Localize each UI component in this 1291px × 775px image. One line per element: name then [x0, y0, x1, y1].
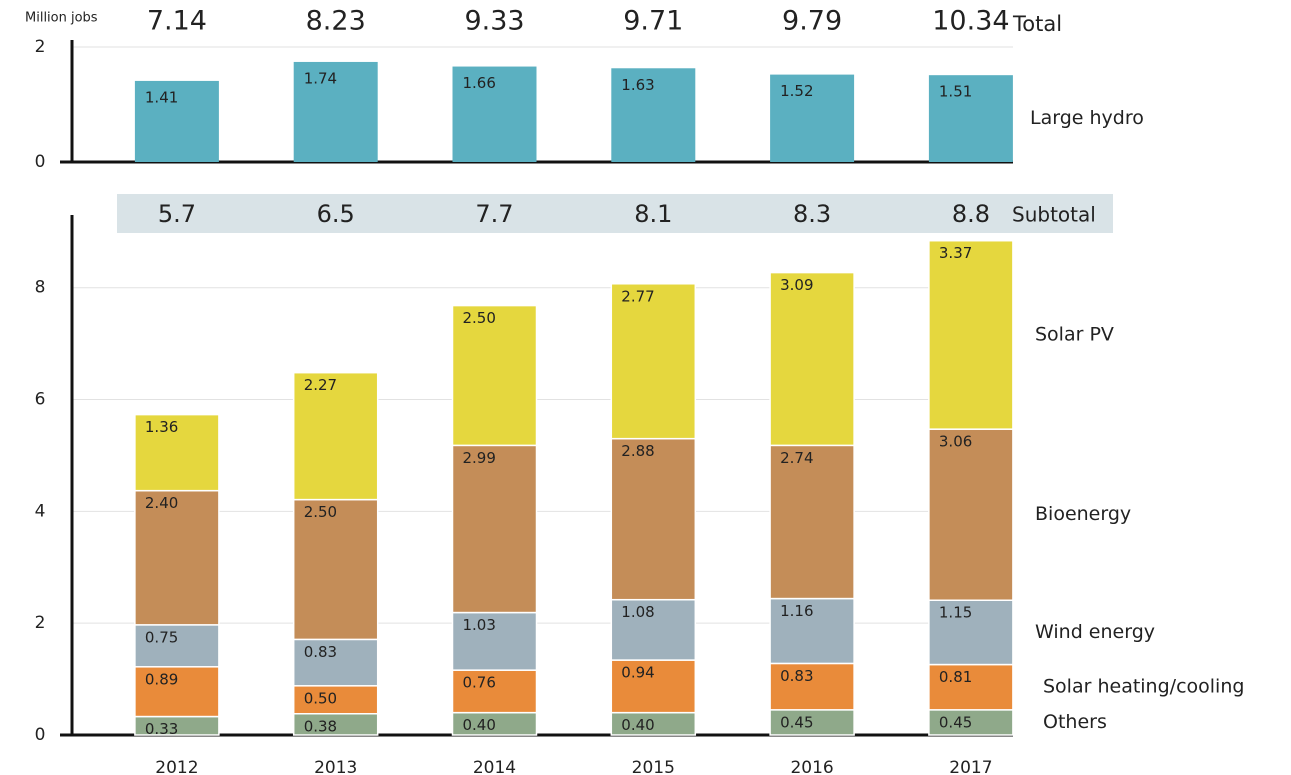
- series-label: Bioenergy: [1035, 503, 1131, 525]
- x-tick-label: 2015: [632, 758, 675, 775]
- value-label: 2.99: [463, 449, 496, 467]
- x-tick-label: 2014: [473, 758, 516, 775]
- value-label: 3.37: [939, 244, 972, 262]
- value-label: 1.66: [463, 74, 496, 92]
- series-label: Large hydro: [1030, 107, 1144, 129]
- value-label: 2.50: [304, 503, 337, 521]
- total-value: 7.14: [147, 6, 207, 37]
- value-label: 1.03: [463, 616, 496, 634]
- y-tick-label: 2: [35, 613, 46, 633]
- y-tick-label: 8: [35, 278, 46, 298]
- value-label: 2.27: [304, 376, 337, 394]
- value-label: 0.83: [780, 667, 813, 685]
- value-label: 1.41: [145, 88, 178, 106]
- value-label: 1.52: [780, 82, 813, 100]
- y-tick-label: 2: [35, 37, 46, 57]
- value-label: 0.76: [463, 674, 496, 692]
- value-label: 2.77: [621, 287, 654, 305]
- value-label: 0.40: [463, 716, 496, 734]
- value-label: 0.45: [780, 713, 813, 731]
- bar-segment: [929, 429, 1013, 600]
- y-tick-label: 0: [35, 152, 46, 172]
- value-label: 0.38: [304, 717, 337, 735]
- value-label: 0.50: [304, 689, 337, 707]
- value-label: 1.63: [621, 76, 654, 94]
- value-label: 0.83: [304, 643, 337, 661]
- value-label: 0.40: [621, 716, 654, 734]
- bar-segment: [611, 284, 695, 439]
- y-tick-label: 4: [35, 501, 46, 521]
- series-label: Others: [1043, 711, 1107, 733]
- value-label: 1.16: [780, 602, 813, 620]
- bar-segment: [770, 273, 854, 446]
- total-value: 9.71: [623, 6, 683, 37]
- series-label: Solar PV: [1035, 323, 1114, 345]
- value-label: 0.94: [621, 664, 654, 682]
- x-tick-label: 2013: [314, 758, 357, 775]
- subtotal-value: 8.3: [793, 200, 831, 228]
- subtotal-label: Subtotal: [1012, 203, 1096, 227]
- value-label: 3.09: [780, 276, 813, 294]
- subtotal-value: 5.7: [158, 200, 196, 228]
- y-tick-label: 6: [35, 390, 46, 410]
- value-label: 3.06: [939, 433, 972, 451]
- value-label: 0.81: [939, 668, 972, 686]
- value-label: 1.15: [939, 604, 972, 622]
- x-tick-label: 2017: [949, 758, 992, 775]
- value-label: 1.74: [304, 69, 337, 87]
- total-value: 9.79: [782, 6, 842, 37]
- bar-segment: [611, 439, 695, 600]
- series-label: Solar heating/cooling: [1043, 676, 1244, 698]
- value-label: 0.33: [145, 720, 178, 738]
- subtotal-value: 8.8: [952, 200, 990, 228]
- chart: Million jobs 0 2 1.41 1.74 1.66 1.63 1.52 1.51 L…: [0, 0, 1291, 775]
- value-label: 2.74: [780, 449, 813, 467]
- x-tick-label: 2016: [790, 758, 833, 775]
- bar-segment: [770, 445, 854, 598]
- total-value: 9.33: [464, 6, 524, 37]
- x-tick-label: 2012: [155, 758, 198, 775]
- subtotal-value: 6.5: [317, 200, 355, 228]
- bar-segment: [929, 241, 1013, 429]
- value-label: 0.75: [145, 628, 178, 646]
- value-label: 1.36: [145, 418, 178, 436]
- y-axis-label: Million jobs: [25, 11, 98, 26]
- value-label: 2.88: [621, 442, 654, 460]
- value-label: 2.50: [463, 309, 496, 327]
- subtotal-value: 8.1: [634, 200, 672, 228]
- total-value: 8.23: [306, 6, 366, 37]
- value-label: 1.51: [939, 83, 972, 101]
- total-label: Total: [1012, 12, 1062, 36]
- y-tick-label: 0: [35, 725, 46, 745]
- bar-segment: [453, 445, 537, 612]
- total-value: 10.34: [932, 6, 1009, 37]
- value-label: 1.08: [621, 603, 654, 621]
- series-label: Wind energy: [1035, 621, 1155, 643]
- subtotal-value: 7.7: [475, 200, 513, 228]
- value-label: 0.45: [939, 713, 972, 731]
- value-label: 2.40: [145, 494, 178, 512]
- value-label: 0.89: [145, 670, 178, 688]
